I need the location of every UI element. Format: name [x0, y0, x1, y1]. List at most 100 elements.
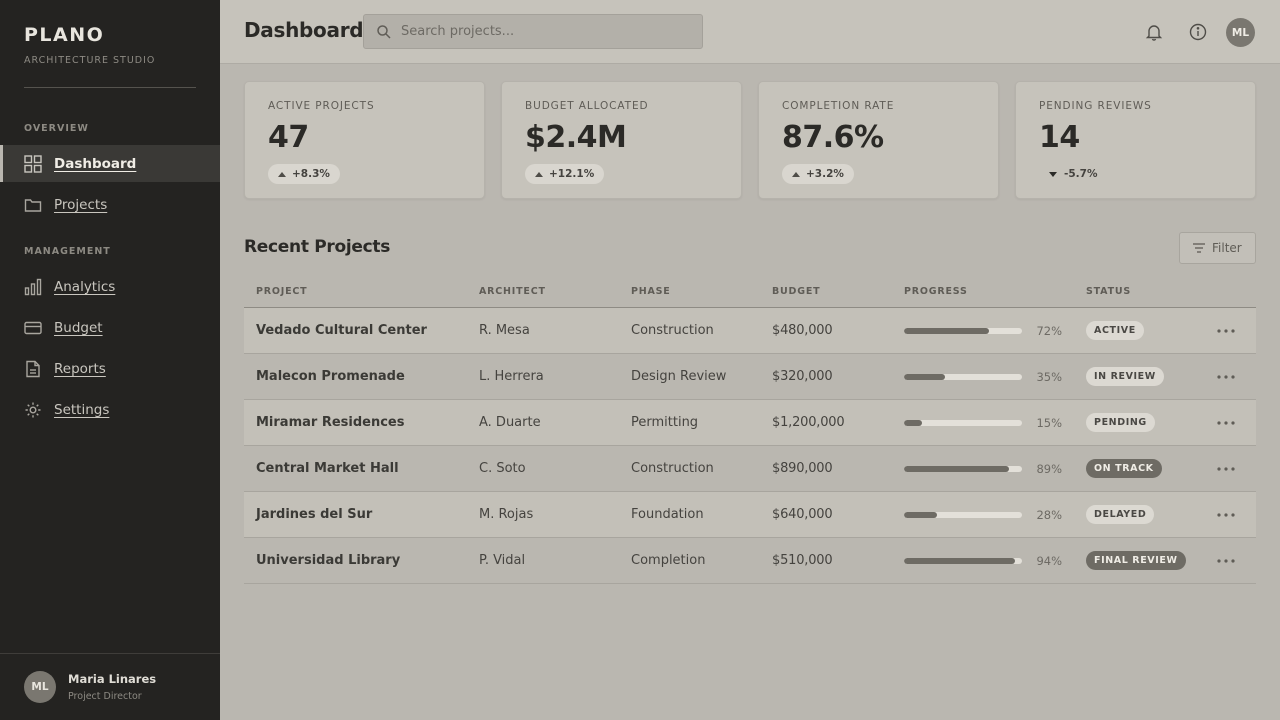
section-label-overview: OVERVIEW: [24, 123, 89, 134]
project-budget: $640,000: [772, 507, 833, 522]
more-options-icon[interactable]: [1216, 460, 1236, 478]
column-header-phase[interactable]: PHASE: [631, 286, 671, 297]
progress-percent: 28%: [1036, 508, 1062, 522]
table-row[interactable]: Universidad Library P. Vidal Completion $51…: [244, 538, 1256, 584]
project-phase: Construction: [631, 323, 714, 338]
project-phase: Completion: [631, 553, 706, 568]
project-budget: $510,000: [772, 553, 833, 568]
stat-delta: -5.7%: [1039, 164, 1107, 184]
header-avatar[interactable]: ML: [1226, 18, 1255, 47]
progress-percent: 35%: [1036, 370, 1062, 384]
gear-icon: [24, 401, 42, 419]
filter-button[interactable]: Filter: [1179, 232, 1256, 264]
stat-value: 87.6%: [782, 120, 884, 155]
document-icon: [24, 360, 42, 378]
project-name[interactable]: Jardines del Sur: [256, 507, 373, 522]
project-name[interactable]: Miramar Residences: [256, 415, 405, 430]
search-icon: [376, 24, 392, 40]
search-box[interactable]: [363, 14, 703, 49]
project-name[interactable]: Central Market Hall: [256, 461, 399, 476]
sidebar-item-label: Settings: [54, 401, 110, 418]
status-badge: FINAL REVIEW: [1086, 551, 1186, 570]
project-name[interactable]: Malecon Promenade: [256, 369, 405, 384]
stat-value: 47: [268, 120, 309, 155]
project-phase: Design Review: [631, 369, 727, 384]
project-name[interactable]: Vedado Cultural Center: [256, 323, 427, 338]
progress-bar: [904, 420, 1022, 426]
stat-card-active-projects: ACTIVE PROJECTS 47 +8.3%: [244, 81, 485, 199]
more-options-icon[interactable]: [1216, 414, 1236, 432]
info-icon[interactable]: [1188, 22, 1208, 42]
more-options-icon[interactable]: [1216, 552, 1236, 570]
sidebar-item-label: Dashboard: [54, 155, 137, 172]
table-row[interactable]: Jardines del Sur M. Rojas Foundation $640,0…: [244, 492, 1256, 538]
bar-chart-icon: [24, 278, 42, 296]
status-badge: DELAYED: [1086, 505, 1155, 524]
sidebar-item-reports[interactable]: Reports: [0, 350, 220, 387]
column-header-budget[interactable]: BUDGET: [772, 286, 821, 297]
status-badge: ACTIVE: [1086, 321, 1144, 340]
architect-name: C. Soto: [479, 461, 526, 476]
architect-name: L. Herrera: [479, 369, 544, 384]
trend-up-icon: [535, 171, 543, 177]
search-input[interactable]: [401, 24, 681, 39]
stat-label: BUDGET ALLOCATED: [525, 100, 649, 112]
recent-projects-title: Recent Projects: [244, 237, 391, 257]
project-phase: Construction: [631, 461, 714, 476]
column-header-project[interactable]: PROJECT: [256, 286, 308, 297]
user-name: Maria Linares: [68, 672, 157, 686]
more-options-icon[interactable]: [1216, 368, 1236, 386]
status-badge: PENDING: [1086, 413, 1155, 432]
progress-bar: [904, 328, 1022, 334]
more-options-icon[interactable]: [1216, 506, 1236, 524]
stat-delta-text: +12.1%: [549, 168, 595, 180]
architect-name: M. Rojas: [479, 507, 534, 522]
more-options-icon[interactable]: [1216, 322, 1236, 340]
sidebar: PLANO ARCHITECTURE STUDIO OVERVIEW Dashb…: [0, 0, 220, 720]
project-budget: $320,000: [772, 369, 833, 384]
table-row[interactable]: Miramar Residences A. Duarte Permitting $1,…: [244, 400, 1256, 446]
bell-icon[interactable]: [1144, 22, 1164, 42]
project-name[interactable]: Universidad Library: [256, 553, 401, 568]
table-row[interactable]: Vedado Cultural Center R. Mesa Constructio…: [244, 308, 1256, 354]
column-header-status[interactable]: STATUS: [1086, 286, 1132, 297]
project-phase: Foundation: [631, 507, 704, 522]
architect-name: P. Vidal: [479, 553, 526, 568]
progress-fill: [904, 420, 922, 426]
project-budget: $480,000: [772, 323, 833, 338]
trend-up-icon: [792, 171, 800, 177]
stat-card-completion-rate: COMPLETION RATE 87.6% +3.2%: [758, 81, 999, 199]
progress-percent: 72%: [1036, 324, 1062, 338]
stat-delta: +3.2%: [782, 164, 854, 184]
stat-card-pending-reviews: PENDING REVIEWS 14 -5.7%: [1015, 81, 1256, 199]
stat-value: $2.4M: [525, 120, 627, 155]
sidebar-item-budget[interactable]: Budget: [0, 309, 220, 346]
sidebar-item-label: Reports: [54, 360, 106, 377]
status-badge: IN REVIEW: [1086, 367, 1164, 386]
column-header-architect[interactable]: ARCHITECT: [479, 286, 546, 297]
sidebar-item-label: Projects: [54, 196, 108, 213]
filter-icon: [1192, 241, 1206, 255]
table-header: PROJECT ARCHITECT PHASE BUDGET PROGRESS …: [244, 276, 1256, 308]
section-label-management: MANAGEMENT: [24, 246, 111, 257]
progress-fill: [904, 374, 946, 380]
sidebar-item-settings[interactable]: Settings: [0, 391, 220, 428]
sidebar-item-dashboard[interactable]: Dashboard: [0, 145, 220, 182]
progress-percent: 94%: [1036, 554, 1062, 568]
sidebar-user-panel[interactable]: ML Maria Linares Project Director: [0, 653, 220, 720]
sidebar-item-projects[interactable]: Projects: [0, 186, 220, 223]
table-row[interactable]: Central Market Hall C. Soto Construction $8…: [244, 446, 1256, 492]
progress-percent: 15%: [1036, 416, 1062, 430]
top-header: Dashboard ML: [220, 0, 1280, 64]
column-header-progress[interactable]: PROGRESS: [904, 286, 968, 297]
table-row[interactable]: Malecon Promenade L. Herrera Design Review…: [244, 354, 1256, 400]
sidebar-item-analytics[interactable]: Analytics: [0, 268, 220, 305]
sidebar-item-label: Analytics: [54, 278, 116, 295]
credit-card-icon: [24, 319, 42, 337]
stat-value: 14: [1039, 120, 1080, 155]
project-budget: $1,200,000: [772, 415, 845, 430]
trend-up-icon: [278, 171, 286, 177]
architect-name: R. Mesa: [479, 323, 530, 338]
progress-fill: [904, 558, 1015, 564]
brand-logo[interactable]: PLANO: [24, 24, 105, 46]
